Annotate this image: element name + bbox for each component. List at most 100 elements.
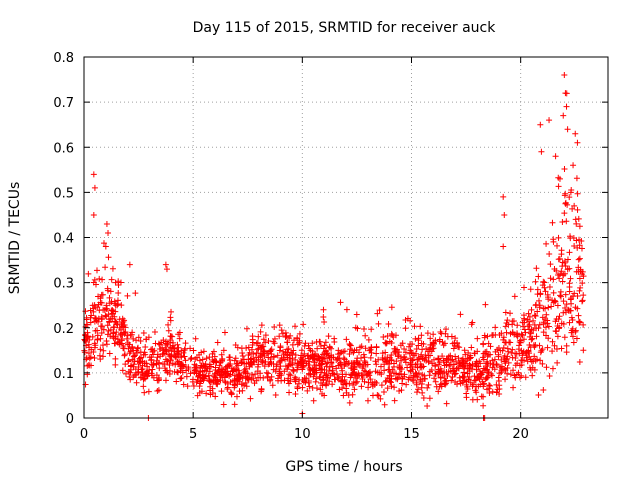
data-point (402, 359, 409, 366)
data-point (100, 347, 107, 354)
data-point (425, 381, 432, 388)
data-point (153, 372, 160, 379)
data-point (554, 322, 561, 329)
data-point (461, 369, 468, 376)
data-point (407, 347, 414, 354)
data-point (166, 361, 173, 368)
data-point (432, 371, 439, 378)
data-point (396, 388, 403, 395)
data-point (419, 346, 426, 353)
data-point (137, 354, 144, 361)
data-point (287, 332, 294, 339)
data-point (123, 335, 130, 342)
y-tick-label: 0.7 (53, 96, 74, 111)
data-point (452, 353, 459, 360)
data-point (82, 381, 89, 388)
data-point (116, 341, 123, 348)
data-point (527, 364, 533, 371)
data-point (574, 190, 581, 197)
data-point (187, 370, 194, 377)
data-point (578, 245, 585, 252)
data-point (258, 386, 265, 393)
data-point (531, 312, 538, 319)
data-point (526, 342, 533, 349)
data-point (563, 218, 570, 225)
x-tick-label: 15 (403, 427, 420, 442)
data-point (493, 381, 500, 388)
data-point (102, 243, 109, 250)
data-point (340, 381, 347, 388)
data-point (580, 292, 587, 299)
data-point (130, 353, 137, 360)
data-point (292, 323, 299, 330)
data-point (413, 381, 420, 388)
data-point (243, 325, 250, 332)
data-point (260, 343, 267, 350)
data-point (374, 391, 381, 398)
data-point (352, 375, 359, 382)
data-point (309, 366, 316, 373)
data-point (305, 362, 312, 369)
data-point (340, 392, 347, 399)
data-point (462, 351, 469, 358)
data-point (320, 313, 327, 320)
data-point (383, 340, 390, 347)
data-point (212, 366, 219, 373)
data-point (559, 219, 566, 226)
data-point (140, 330, 147, 337)
data-point (450, 367, 457, 374)
data-point (561, 166, 568, 173)
chart-title: Day 115 of 2015, SRMTID for receiver auc… (193, 20, 497, 36)
data-point (476, 358, 483, 365)
data-point (456, 344, 463, 351)
data-point (160, 337, 167, 344)
data-point (525, 347, 532, 354)
data-point (334, 355, 341, 362)
data-point (104, 285, 111, 292)
data-point (383, 377, 390, 384)
data-point (259, 359, 266, 366)
data-point (573, 237, 580, 244)
data-point (124, 292, 131, 299)
data-point (324, 359, 331, 366)
data-point (580, 347, 587, 354)
data-point (456, 374, 463, 381)
data-point (213, 379, 220, 386)
data-point (367, 376, 374, 383)
data-point (533, 325, 540, 332)
data-point (173, 378, 180, 385)
data-point (109, 307, 116, 314)
data-point (94, 332, 101, 339)
data-point (325, 333, 332, 340)
data-point (426, 395, 433, 402)
data-point (143, 336, 150, 343)
data-point (539, 360, 546, 367)
data-point (91, 184, 98, 191)
data-point (424, 384, 431, 391)
data-point (574, 206, 581, 213)
data-point (224, 386, 231, 393)
data-point (218, 351, 225, 358)
data-point (381, 367, 388, 374)
data-point (414, 364, 421, 371)
data-point (379, 350, 386, 357)
data-point (507, 371, 514, 378)
data-point (298, 347, 305, 354)
data-point (97, 335, 104, 342)
data-point (579, 297, 586, 304)
data-point (555, 183, 562, 190)
data-point (339, 377, 346, 384)
data-point (535, 392, 542, 399)
data-point (133, 371, 140, 378)
data-point (312, 378, 319, 385)
data-point (458, 357, 465, 364)
data-point (182, 340, 189, 347)
data-point (362, 345, 369, 352)
data-point (227, 379, 234, 386)
data-point (112, 355, 119, 362)
data-point (418, 332, 425, 339)
data-point (165, 347, 172, 354)
data-point (277, 344, 284, 351)
data-point (320, 306, 327, 313)
data-point (141, 360, 148, 367)
